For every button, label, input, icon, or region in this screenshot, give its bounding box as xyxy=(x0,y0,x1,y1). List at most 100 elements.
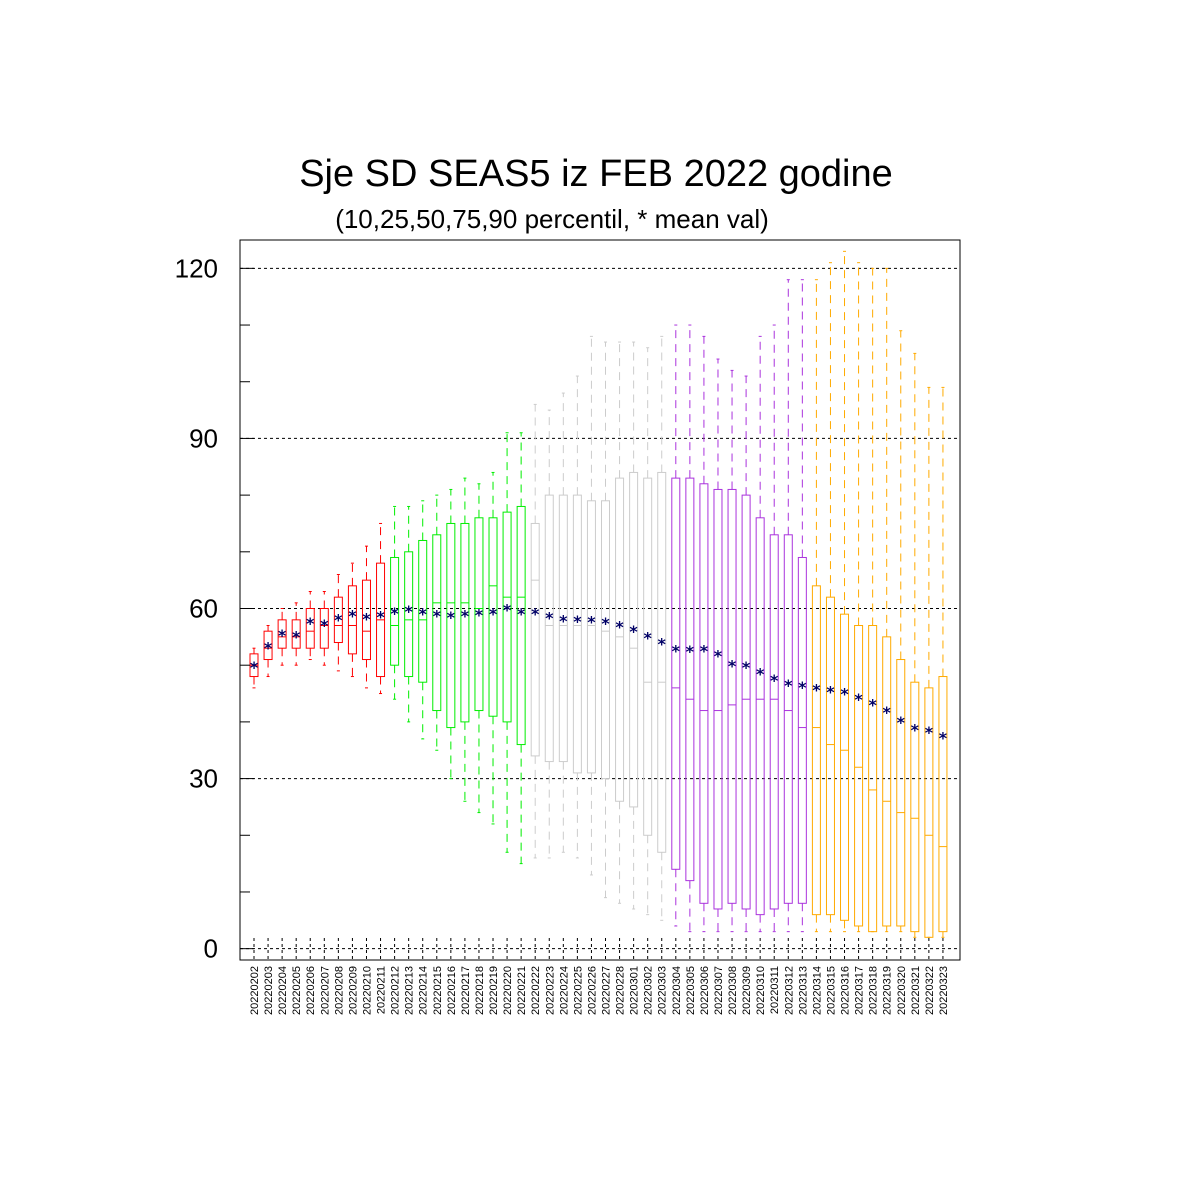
box-20220322 xyxy=(924,386,934,938)
mean-marker: * xyxy=(587,612,596,631)
mean-marker: * xyxy=(433,607,442,626)
box-20220214 xyxy=(418,500,428,740)
x-axis: 20220202 20220203 20220204 20220205 20220206… xyxy=(249,938,950,1015)
mean-marker: * xyxy=(461,607,470,626)
x-tick-label: 20220321 xyxy=(910,966,922,1015)
x-tick-label: 20220212 xyxy=(390,966,402,1015)
box-20220221 xyxy=(516,432,526,865)
box-20220218 xyxy=(474,483,484,814)
x-tick-label: 20220216 xyxy=(446,966,458,1015)
iqr-box xyxy=(896,659,906,927)
iqr-box xyxy=(502,511,512,723)
mean-marker: * xyxy=(911,721,920,740)
mean-marker: * xyxy=(812,680,821,699)
iqr-box xyxy=(516,505,526,746)
mean-marker: * xyxy=(250,658,259,677)
box-20220212 xyxy=(390,505,400,700)
iqr-box xyxy=(558,494,568,763)
y-tick-label: 30 xyxy=(189,764,218,794)
box-20220203 xyxy=(263,625,273,678)
x-tick-label: 20220205 xyxy=(291,966,303,1015)
grid-lines xyxy=(240,267,960,950)
x-tick-label: 20220213 xyxy=(404,966,416,1015)
mean-marker: * xyxy=(559,611,568,630)
iqr-box xyxy=(629,471,639,808)
iqr-box xyxy=(263,630,273,661)
mean-marker: * xyxy=(348,607,357,626)
box-20220222 xyxy=(530,403,540,859)
box-20220210 xyxy=(361,545,371,689)
iqr-box xyxy=(361,579,371,661)
mean-marker: * xyxy=(756,665,765,684)
box-20220303 xyxy=(657,335,667,921)
x-tick-label: 20220318 xyxy=(868,966,880,1015)
y-tick-label: 120 xyxy=(175,253,218,283)
box-20220313 xyxy=(797,279,807,933)
mean-marker: * xyxy=(629,622,638,641)
iqr-box xyxy=(305,608,315,649)
x-tick-label: 20220214 xyxy=(418,966,430,1015)
x-tick-label: 20220303 xyxy=(657,966,669,1015)
mean-marker: * xyxy=(447,608,456,627)
iqr-box xyxy=(404,551,414,678)
box-20220216 xyxy=(446,488,456,780)
x-tick-label: 20220222 xyxy=(530,966,542,1015)
iqr-box xyxy=(840,613,850,921)
x-tick-label: 20220309 xyxy=(741,966,753,1015)
box-20220305 xyxy=(685,324,695,933)
mean-marker: * xyxy=(362,610,371,629)
x-tick-label: 20220315 xyxy=(825,966,837,1015)
iqr-box xyxy=(657,471,667,853)
box-20220204 xyxy=(277,608,287,666)
x-tick-label: 20220228 xyxy=(615,966,627,1015)
iqr-box xyxy=(586,500,596,774)
x-tick-label: 20220304 xyxy=(671,966,683,1015)
iqr-box xyxy=(418,539,428,683)
iqr-box xyxy=(811,585,821,916)
x-tick-label: 20220225 xyxy=(572,966,584,1015)
box-20220323 xyxy=(938,386,948,938)
iqr-box xyxy=(319,608,329,649)
box-20220224 xyxy=(558,392,568,853)
x-tick-label: 20220224 xyxy=(558,966,570,1015)
mean-marker: * xyxy=(686,642,695,661)
box-20220307 xyxy=(713,358,723,933)
mean-marker: * xyxy=(334,611,343,630)
box-20220319 xyxy=(882,267,892,933)
box-20220304 xyxy=(671,324,681,927)
box-20220209 xyxy=(347,562,357,678)
mean-marker: * xyxy=(897,713,906,732)
iqr-box xyxy=(713,488,723,910)
x-tick-label: 20220301 xyxy=(629,966,641,1015)
box-20220321 xyxy=(910,352,920,938)
mean-marker: * xyxy=(264,638,273,657)
mean-marker: * xyxy=(545,608,554,627)
mean-marker: * xyxy=(939,729,948,748)
iqr-box xyxy=(347,585,357,655)
iqr-box xyxy=(544,494,554,763)
mean-marker: * xyxy=(376,607,385,626)
iqr-box xyxy=(488,517,498,717)
mean-markers: * * * * * * * * * * * * * * * * * * * * * * * * * * * * * * * * * * * * * * * *… xyxy=(250,601,948,748)
mean-marker: * xyxy=(700,641,709,660)
x-tick-label: 20220217 xyxy=(460,966,472,1015)
x-tick-label: 20220316 xyxy=(840,966,852,1015)
x-tick-label: 20220307 xyxy=(713,966,725,1015)
iqr-box xyxy=(390,556,400,666)
mean-marker: * xyxy=(390,604,399,623)
x-tick-label: 20220317 xyxy=(854,966,866,1015)
x-tick-label: 20220314 xyxy=(811,966,823,1015)
iqr-box xyxy=(671,477,681,870)
box-20220308 xyxy=(727,369,737,933)
mean-marker: * xyxy=(925,723,934,742)
mean-marker: * xyxy=(419,604,428,623)
iqr-box xyxy=(882,636,892,927)
box-20220215 xyxy=(432,494,442,751)
x-tick-label: 20220308 xyxy=(727,966,739,1015)
box-series xyxy=(249,250,948,938)
box-20220211 xyxy=(376,522,386,695)
x-tick-label: 20220220 xyxy=(502,966,514,1015)
mean-marker: * xyxy=(601,614,610,633)
x-tick-label: 20220211 xyxy=(376,966,388,1014)
